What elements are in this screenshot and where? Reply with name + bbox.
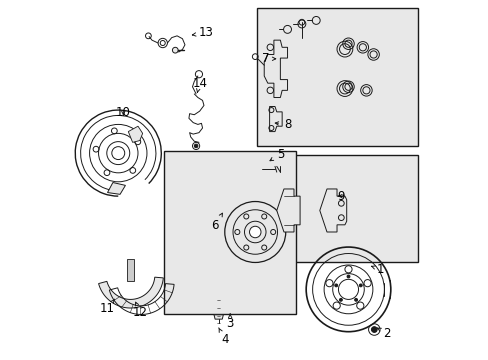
Polygon shape xyxy=(264,40,287,98)
Polygon shape xyxy=(107,183,125,194)
Bar xyxy=(257,155,418,262)
Text: 13: 13 xyxy=(192,27,213,40)
Text: 11: 11 xyxy=(100,299,115,315)
Polygon shape xyxy=(269,107,282,132)
Circle shape xyxy=(172,47,178,53)
Text: 5: 5 xyxy=(269,148,284,161)
Polygon shape xyxy=(276,189,300,232)
Circle shape xyxy=(354,298,357,301)
Text: 12: 12 xyxy=(133,302,148,319)
Bar xyxy=(257,8,418,146)
Circle shape xyxy=(334,284,337,287)
Polygon shape xyxy=(214,315,223,319)
Polygon shape xyxy=(126,259,134,282)
Text: 1: 1 xyxy=(371,263,384,276)
Circle shape xyxy=(371,327,376,332)
Circle shape xyxy=(359,284,362,287)
Text: 6: 6 xyxy=(211,213,222,232)
Circle shape xyxy=(249,226,261,238)
Circle shape xyxy=(346,275,349,278)
Text: 14: 14 xyxy=(192,77,207,93)
Circle shape xyxy=(194,144,198,148)
Polygon shape xyxy=(99,277,163,308)
Circle shape xyxy=(112,147,124,159)
Text: 7: 7 xyxy=(261,52,275,65)
Text: 3: 3 xyxy=(226,314,233,330)
Text: 8: 8 xyxy=(275,118,291,131)
Text: 2: 2 xyxy=(377,327,390,339)
Circle shape xyxy=(338,279,358,300)
Text: 10: 10 xyxy=(116,106,130,119)
Text: 4: 4 xyxy=(218,328,228,346)
Text: 9: 9 xyxy=(337,190,345,203)
Polygon shape xyxy=(128,126,142,142)
Circle shape xyxy=(339,298,342,301)
Bar xyxy=(163,151,296,315)
Polygon shape xyxy=(319,189,346,232)
